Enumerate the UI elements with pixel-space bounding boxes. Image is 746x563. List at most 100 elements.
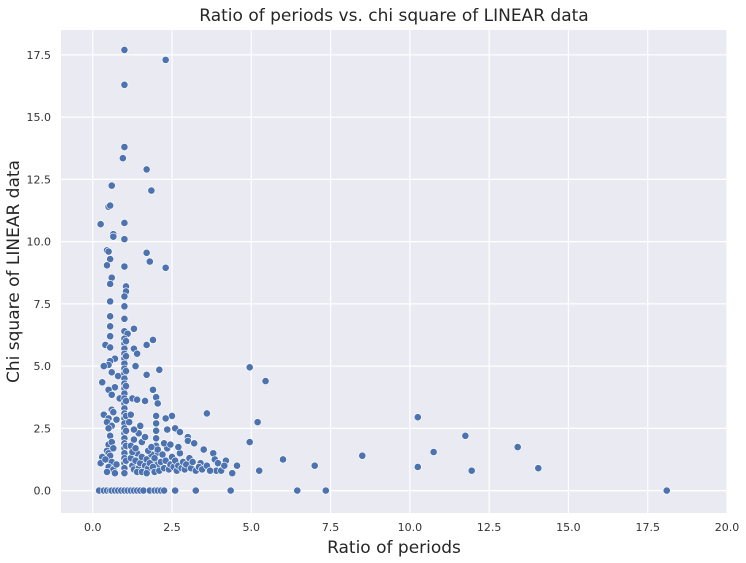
data-point (98, 378, 107, 387)
x-axis-ticks: 0.0 2.5 5.0 7.5 10.0 12.5 15.0 17.5 20.0 (84, 521, 739, 534)
data-point (141, 433, 149, 441)
data-point (107, 368, 116, 377)
data-point (152, 426, 161, 435)
data-point (107, 181, 116, 190)
data-point (109, 232, 118, 241)
data-point (149, 336, 157, 344)
data-point (220, 461, 229, 470)
data-point (534, 464, 543, 473)
data-point (413, 413, 422, 422)
data-point (120, 469, 129, 478)
data-point (142, 469, 151, 478)
data-point (166, 440, 175, 449)
data-point (133, 395, 142, 404)
data-point (120, 235, 129, 244)
data-point (122, 367, 130, 375)
plot-area (61, 30, 727, 513)
data-point (106, 332, 115, 341)
data-point (142, 341, 151, 349)
data-point (199, 445, 208, 454)
data-point (109, 444, 118, 453)
data-point (120, 219, 129, 227)
data-point (152, 412, 161, 420)
y-tick-label: 10.0 (27, 236, 52, 249)
data-point (149, 385, 157, 394)
data-point (122, 337, 130, 346)
data-point (103, 468, 111, 476)
data-point (107, 390, 116, 399)
data-point (120, 262, 129, 271)
data-point (174, 443, 183, 451)
data-point (111, 469, 119, 478)
data-point (141, 397, 149, 405)
data-point (202, 409, 211, 418)
y-tick-label: 5.0 (34, 360, 52, 373)
data-point (131, 444, 140, 453)
data-point (310, 461, 319, 470)
data-point (112, 460, 121, 469)
y-tick-label: 17.5 (27, 49, 52, 62)
data-point (106, 280, 115, 288)
x-tick-label: 10.0 (398, 521, 423, 534)
data-point (142, 248, 151, 257)
data-point (413, 463, 422, 471)
data-point (228, 469, 237, 478)
data-point (662, 486, 671, 495)
data-point (122, 382, 130, 390)
data-point (513, 443, 522, 451)
data-point (279, 455, 287, 464)
data-point (106, 201, 115, 210)
data-point (171, 486, 180, 495)
data-point (99, 362, 108, 371)
data-point (126, 410, 135, 419)
data-point (133, 349, 142, 358)
data-point (120, 143, 129, 151)
data-point (261, 377, 270, 385)
data-point (101, 455, 110, 464)
data-point (120, 314, 129, 323)
x-tick-label: 7.5 (322, 521, 340, 534)
data-point (147, 443, 156, 451)
data-point (152, 434, 161, 443)
data-point (321, 486, 330, 495)
x-tick-label: 20.0 (715, 521, 740, 534)
data-point (150, 454, 159, 463)
data-point (136, 421, 145, 430)
data-point (112, 415, 121, 424)
data-point (106, 312, 115, 321)
x-tick-label: 2.5 (163, 521, 181, 534)
data-point (106, 297, 115, 306)
data-point (106, 343, 115, 352)
y-tick-label: 7.5 (34, 298, 52, 311)
data-point (233, 461, 241, 470)
y-tick-label: 15.0 (27, 111, 52, 124)
data-point (120, 46, 129, 54)
data-point (122, 426, 130, 435)
data-point (122, 352, 130, 361)
x-tick-label: 17.5 (635, 521, 660, 534)
data-point (118, 154, 127, 163)
data-points (95, 46, 671, 495)
data-point (245, 363, 254, 372)
data-point (106, 255, 115, 263)
data-point (130, 435, 138, 444)
data-point (142, 165, 151, 174)
data-point (176, 428, 184, 436)
x-tick-label: 5.0 (243, 521, 261, 534)
data-point (160, 486, 168, 495)
data-point (106, 322, 115, 331)
y-tick-label: 0.0 (34, 485, 52, 498)
data-point (104, 424, 113, 433)
data-point (120, 302, 129, 311)
data-point (161, 414, 170, 423)
x-tick-label: 12.5 (477, 521, 502, 534)
data-point (158, 450, 167, 459)
data-point (163, 425, 172, 434)
data-point (131, 362, 140, 371)
data-point (130, 425, 138, 434)
data-point (147, 186, 156, 195)
data-point (142, 370, 151, 379)
y-axis-ticks: 0.0 2.5 5.0 7.5 10.0 12.5 15.0 17.5 (27, 49, 52, 498)
data-point (293, 486, 302, 495)
